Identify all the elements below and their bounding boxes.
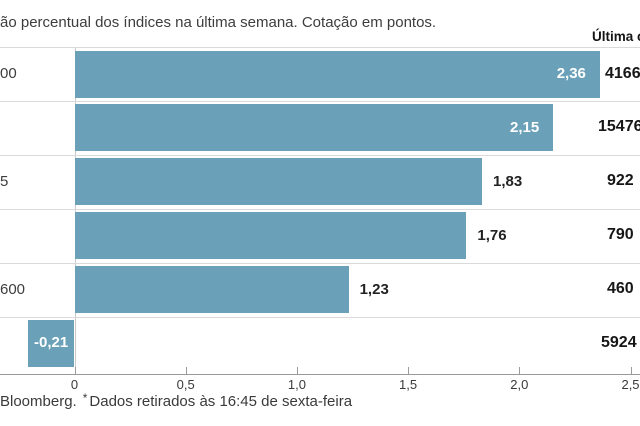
row-separator [0,208,640,210]
bar-value-label: 1,83 [493,172,523,190]
bar [75,50,600,98]
index-label-fragment: 5 [0,172,9,190]
bar [75,158,482,206]
last-quote-value: 460 [607,280,634,298]
x-axis-tick-label: 2,5 [621,377,640,392]
last-quote-value: 790 [607,226,634,244]
row-separator [0,316,640,318]
last-quote-column-header: Última c [592,29,640,44]
bar-value-label: 1,76 [477,226,507,244]
source-label: Bloomberg. [0,393,77,410]
row-separator [0,262,640,264]
x-axis-tick [185,366,187,374]
index-label-fragment: 600 [0,280,26,298]
bar-value-label: -0,21 [34,334,69,352]
x-axis-tick [519,366,521,374]
chart-title: ão percentual dos índices na última sema… [0,14,437,31]
x-axis-tick-label: 1,5 [399,377,418,392]
bar-value-label: 1,23 [359,280,389,298]
x-axis-line [0,373,640,375]
footnote-text: Dados retirados às 16:45 de sexta-feira [89,393,353,410]
zero-baseline [74,47,76,374]
footnote-asterisk: * [82,391,88,405]
last-quote-value: 922 [607,172,634,190]
row-separator [0,100,640,102]
bar [75,104,554,152]
bar [75,266,349,314]
x-axis-tick [630,366,632,374]
x-axis-tick-label: 0 [70,377,79,392]
x-axis-tick [408,366,410,374]
bar-value-label: 2,36 [556,65,586,82]
x-axis-tick-label: 1,0 [287,377,306,392]
bar [75,212,467,260]
last-quote-value: 5924 [601,333,637,351]
row-separator [0,154,640,156]
x-axis-tick [74,366,76,374]
last-quote-value: 4166 [605,64,640,82]
x-axis-tick-label: 0,5 [176,377,195,392]
x-axis-tick-label: 2,0 [510,377,529,392]
bar [27,320,75,367]
row-separator [0,47,640,48]
last-quote-value: 15476 [598,118,640,136]
bar-value-label: 2,15 [509,118,540,136]
x-axis-tick [296,366,298,374]
source-note: Bloomberg. * Dados retirados às 16:45 de s… [0,391,352,410]
index-label-fragment: 00 [0,65,17,82]
